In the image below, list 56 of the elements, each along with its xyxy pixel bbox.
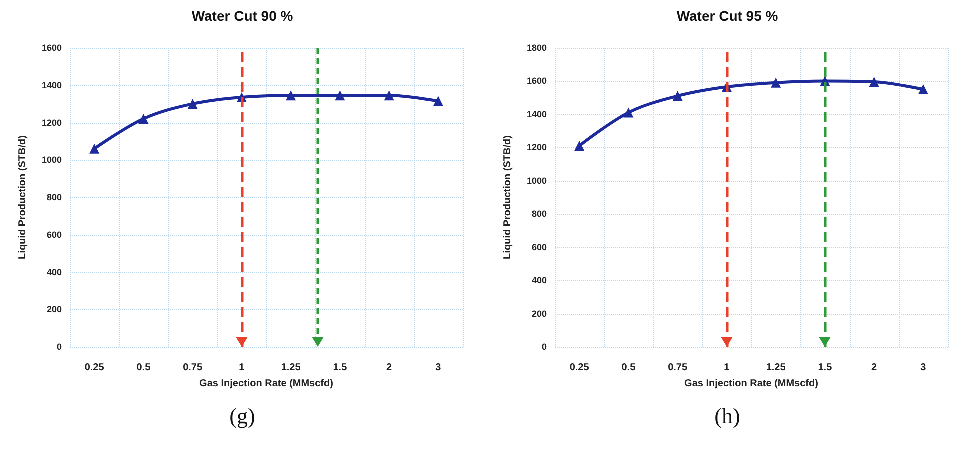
- chart-title: Water Cut 90 %: [192, 8, 294, 24]
- x-tick-label: 0.5: [622, 362, 636, 374]
- y-tick-label: 200: [46, 304, 62, 315]
- y-tick-label: 800: [532, 209, 547, 220]
- x-axis-title: Gas Injection Rate (MMscfd): [200, 378, 334, 390]
- x-tick-label: 1.25: [281, 362, 302, 374]
- y-axis-title: Liquid Production (STB/d): [502, 136, 514, 260]
- y-tick-label: 200: [532, 308, 547, 319]
- point: [90, 144, 100, 154]
- y-tick-label: 1000: [42, 155, 62, 166]
- y-tick-label: 600: [46, 230, 62, 240]
- y-tick-label: 0: [542, 342, 547, 352]
- y-axis-title: Liquid Production (STB/d): [18, 136, 28, 260]
- x-tick-label: 0.25: [84, 362, 105, 374]
- y-tick-label: 1400: [42, 80, 62, 90]
- y-tick-label: 400: [532, 276, 547, 286]
- x-axis-title: Gas Injection Rate (MMscfd): [684, 378, 818, 390]
- x-tick-label: 3: [920, 362, 927, 374]
- x-tick-label: 1.25: [766, 362, 786, 374]
- y-tick-label: 600: [532, 242, 547, 252]
- y-tick-label: 0: [56, 342, 62, 352]
- x-tick-label: 1.5: [333, 362, 348, 374]
- point: [138, 114, 149, 124]
- y-tick-label: 400: [46, 267, 62, 278]
- x-tick-label: 0.75: [668, 362, 688, 374]
- chart-title: Water Cut 95 %: [676, 8, 779, 24]
- y-tick-label: 1400: [526, 109, 547, 120]
- y-tick-label: 1600: [42, 43, 62, 53]
- x-tick-label: 1.5: [818, 362, 833, 374]
- point: [188, 99, 198, 110]
- point: [918, 84, 928, 95]
- y-tick-label: 1200: [42, 118, 62, 128]
- x-tick-label: 1: [724, 362, 730, 374]
- text: (g): [230, 404, 256, 428]
- point: [672, 91, 683, 102]
- y-tick-label: 1000: [526, 176, 547, 186]
- point: [335, 90, 346, 101]
- point: [433, 96, 444, 106]
- y-tick-label: 1600: [526, 76, 547, 86]
- point: [869, 77, 880, 88]
- y-tick-label: 800: [46, 192, 62, 202]
- x-tick-label: 0.5: [136, 362, 152, 374]
- x-tick-label: 2: [872, 362, 878, 374]
- x-tick-label: 0.25: [570, 362, 590, 374]
- point: [624, 108, 634, 118]
- point: [574, 141, 585, 152]
- x-tick-label: 0.75: [183, 362, 203, 374]
- text: (h): [714, 404, 740, 428]
- point: [286, 90, 296, 101]
- y-tick-label: 1800: [526, 43, 547, 53]
- x-tick-label: 1: [239, 362, 246, 374]
- y-tick-label: 1200: [526, 142, 547, 153]
- point: [384, 90, 394, 101]
- x-tick-label: 2: [386, 362, 393, 374]
- x-tick-label: 3: [436, 362, 442, 374]
- point: [771, 78, 782, 88]
